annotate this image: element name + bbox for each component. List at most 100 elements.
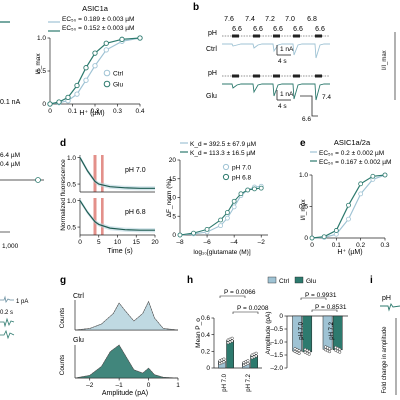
chart-e-ytick-label: 0.5 (299, 204, 308, 211)
left-edge-fragments: 0.1 nA 6.4 µM 0.4 µM 1,000 1 pA 0.2 s (0, 21, 44, 340)
chart-a-ec50-ctrl: EC₅₀ = 0.189 ± 0.003 µM (62, 16, 134, 23)
chart-d2-line-0 (179, 185, 262, 236)
chart-d2-point-0 (231, 204, 237, 210)
chart-g-ylabel-bottom: Counts (59, 354, 66, 375)
b-ctrl-current-trace (222, 43, 330, 59)
chart-a-point-glu (92, 50, 98, 56)
chart-h2-ylabel: Amplitude (pA) (265, 312, 272, 355)
b-step-protocol (300, 95, 318, 117)
panel-d-letter: d (60, 138, 66, 149)
b-scalebar-current-label: 1 nA (280, 46, 294, 53)
chart-a-xlabel: H⁺ (µM) (79, 110, 104, 117)
chart-i-ylabel: Fold change in amplitude (382, 326, 388, 394)
chart-d2-legend: pH 7.0 pH 6.8 (222, 163, 252, 182)
chart-d2-xtick-label: –2 (258, 239, 266, 246)
chart-d2-point-1 (218, 217, 224, 223)
chart-d-bottom-line (79, 200, 155, 231)
chart-d-top-plot: 1.0 0.5 (67, 155, 155, 193)
legend-ph70-marker (222, 163, 230, 171)
chart-a-point-glu (137, 35, 143, 41)
chart-h1-p-2: P = 0.0208 (237, 305, 269, 312)
chart-e-ec50-2: EC₅₀ = 0.167 ± 0.002 µM (319, 159, 391, 166)
chart-d2-xtick-label: –8 (176, 239, 184, 246)
b-row-label-ctrl: Ctrl (206, 46, 217, 53)
chart-h2-p-1: P = 0.9931 (305, 292, 337, 299)
b-glu-ph-pulse (315, 74, 322, 78)
panel-i-letter: i (370, 275, 373, 286)
left-point-fragment (35, 177, 41, 183)
chart-g-xtick-label: –2 (86, 382, 94, 389)
chart-d2-kd-1: K_d = 392.5 ± 67.9 µM (190, 141, 256, 148)
chart-h1-category-label: pH 7.0 (222, 373, 228, 391)
chart-a-line-ctrl (49, 37, 141, 105)
chart-g-xtick-label: –1 (116, 382, 124, 389)
chart-d-bottom-ytick-label: 1.0 (67, 198, 76, 205)
chart-a-point-ctrl (103, 47, 109, 53)
chart-d-xtick-label: 20 (151, 239, 159, 246)
chart-e-point-glu (382, 172, 388, 178)
chart-g-xtick-label: 0 (147, 382, 151, 389)
chart-e-plot: 0 0.1 0.2 0.3 0 0.5 1.0 (299, 172, 390, 249)
chart-a-point-ctrl (92, 63, 98, 69)
chart-e-point-glu (333, 228, 339, 233)
b-glu-current-trace (222, 83, 330, 101)
panel-g: g Ctrl Glu Counts Counts –2 –1 0 1 Amplitud… (59, 275, 180, 397)
chart-g-area-ctrl (74, 300, 179, 331)
chart-h1-bracket-2 (232, 311, 259, 314)
chart-d2-point-1 (177, 232, 183, 238)
left-value-2: 0.4 µM (0, 161, 20, 168)
chart-g-row-glu: Glu (73, 337, 84, 344)
chart-h2-p-2: P = 0.8531 (315, 304, 347, 311)
chart-d-top-stim-band-1 (93, 155, 97, 192)
b-ph-labels: 7.6 7.4 7.2 7.0 6.8 6.6 6.6 6.6 6.6 6.6 (224, 16, 325, 33)
chart-h2-category-label: pH 7.0 (298, 321, 304, 339)
chart-d-xlabel: Time (s) (107, 248, 132, 255)
chart-d-xtick-label: 5 (97, 239, 101, 246)
left-trace-scale-pA: 1 pA (16, 299, 28, 305)
b-glu-ph-pulse (273, 74, 280, 78)
chart-a-legend: Ctrl Glu (103, 69, 124, 89)
chart-d2-point-1 (252, 186, 257, 192)
chart-d2-line-1 (179, 187, 262, 236)
chart-g-plot: –2 –1 0 1 (74, 300, 180, 389)
chart-d2-point-1 (204, 226, 210, 232)
chart-h1-ytick-label: 0.2 (201, 349, 210, 356)
chart-a-point-glu (65, 94, 71, 101)
chart-a-xtick-label: 0.3 (113, 108, 122, 115)
legend-h-glu-swatch (294, 276, 304, 284)
chart-d2-point-1 (238, 191, 244, 197)
chart-a-point-glu (83, 65, 89, 71)
chart-a-line-glu (49, 37, 141, 105)
b-ph-label: 7.2 (265, 16, 275, 23)
chart-a-xtick-label: 0.1 (68, 108, 77, 115)
b-ph-label: 6.8 (307, 16, 317, 23)
panel-a: ASIC1a EC₅₀ = 0.189 ± 0.003 µM EC₅₀ = 0.… (35, 4, 145, 117)
chart-a-point-ctrl (83, 77, 89, 83)
chart-a-xtick-label: 0.2 (90, 108, 99, 115)
legend-ph68-marker (222, 173, 230, 181)
chart-g-xtick-label: 1 (176, 382, 180, 389)
chart-h1-ytick-label: 0.6 (201, 315, 210, 322)
b-ph-sub-label: 6.6 (253, 26, 263, 33)
b-ctrl-ph-pulse (273, 34, 280, 38)
chart-h1-bar-glu (226, 340, 234, 369)
b-scalebar-current-label-2: 1 nA (280, 91, 294, 98)
b-ph-row-label-1: pH (208, 30, 217, 37)
b-ph-label: 7.6 (224, 16, 234, 23)
legend-ctrl-label: Ctrl (113, 71, 124, 78)
legend-ph68-label: pH 6.8 (232, 175, 252, 182)
b-ctrl-ph-pulse (293, 34, 300, 38)
chart-a-ec50-glu: EC₅₀ = 0.152 ± 0.003 µM (62, 25, 134, 32)
chart-e-xlabel: H⁺ (µM) (337, 249, 362, 256)
chart-d2-xtick-label: –4 (231, 239, 239, 246)
chart-a-ytick-label: 0 (42, 101, 46, 108)
chart-h1-plot: 0 0.2 0.4 0.6 pH 7.0 pH 7.2 (201, 315, 262, 392)
chart-e-xtick-label: 0 (310, 242, 314, 249)
chart-h1-data-point (254, 351, 258, 355)
chart-g-area-glu (74, 344, 179, 379)
left-trace-scale-s: 0.2 s (0, 310, 13, 316)
chart-a-point-glu (74, 82, 80, 89)
panel-b: b 7.6 7.4 7.2 7.0 6.8 6.6 6.6 6.6 6.6 6.6 pH Ctrl… (193, 2, 396, 123)
legend-ctrl-marker (103, 69, 111, 77)
